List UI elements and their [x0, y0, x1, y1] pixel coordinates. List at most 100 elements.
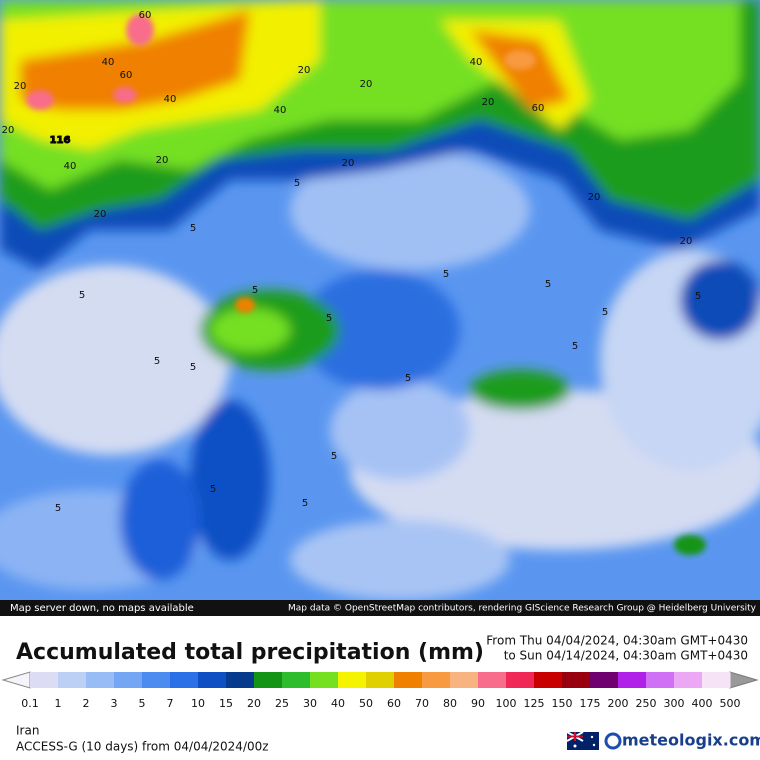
scale-segment [590, 672, 619, 688]
scale-label: 0.1 [21, 697, 39, 710]
scale-segment [338, 672, 367, 688]
brand[interactable]: meteologix.com [622, 731, 760, 750]
scale-label: 500 [720, 697, 741, 710]
scale-label: 250 [636, 697, 657, 710]
scale-label: 150 [552, 697, 573, 710]
brand-logo [604, 732, 622, 750]
scale-segment [422, 672, 451, 688]
scale-label: 3 [111, 697, 118, 710]
region: Iran [16, 724, 39, 738]
scale-segment [282, 672, 311, 688]
scale-label: 90 [471, 697, 485, 710]
contour-label: 20 [342, 158, 355, 169]
scale-segment [394, 672, 423, 688]
scale-label: 100 [496, 697, 517, 710]
contour-label: 5 [210, 484, 216, 495]
contour-label: 60 [139, 10, 152, 21]
contour-label: 40 [64, 161, 77, 172]
contour-label: 20 [156, 155, 169, 166]
contour-label: 40 [164, 94, 177, 105]
contour-label: 5 [302, 498, 308, 509]
contour-label: 5 [405, 373, 411, 384]
contour-label: 20 [2, 125, 15, 136]
contour-label: 116 [50, 135, 71, 146]
contour-label: 5 [545, 279, 551, 290]
scale-label: 400 [692, 697, 713, 710]
period-from: From Thu 04/04/2024, 04:30am GMT+0430 [486, 634, 748, 648]
scale-label: 30 [303, 697, 317, 710]
contour-label: 5 [294, 178, 300, 189]
contour-label: 5 [602, 307, 608, 318]
scale-label: 60 [387, 697, 401, 710]
scale-segment [58, 672, 87, 688]
contour-label: 5 [326, 313, 332, 324]
scale-label: 125 [524, 697, 545, 710]
contour-label: 20 [680, 236, 693, 247]
contour-label: 20 [14, 81, 27, 92]
scale-label: 5 [139, 697, 146, 710]
scale-segment [450, 672, 479, 688]
scale-segment [702, 672, 731, 688]
scale-segment [142, 672, 171, 688]
contour-label: 5 [154, 356, 160, 367]
contour-label: 5 [572, 341, 578, 352]
precipitation-map [0, 0, 760, 600]
contour-label: 5 [55, 503, 61, 514]
scale-label: 70 [415, 697, 429, 710]
scale-segment [254, 672, 283, 688]
contour-label: 5 [79, 290, 85, 301]
scale-segment [86, 672, 115, 688]
title: Accumulated total precipitation (mm) [16, 640, 484, 665]
scale-segment [618, 672, 647, 688]
contour-label: 60 [120, 70, 133, 81]
scale-segment [310, 672, 339, 688]
scale-segment [366, 672, 395, 688]
contour-label: 40 [274, 105, 287, 116]
scale-label: 40 [331, 697, 345, 710]
model-run: ACCESS-G (10 days) from 04/04/2024/00z [16, 740, 269, 754]
scale-label: 1 [55, 697, 62, 710]
flag [566, 731, 599, 750]
scale-label: 175 [580, 697, 601, 710]
scale-segment [30, 672, 59, 688]
scale-label: 20 [247, 697, 261, 710]
contour-label: 20 [94, 209, 107, 220]
scale-segment [170, 672, 199, 688]
scale-segment [114, 672, 143, 688]
scale-segment [562, 672, 591, 688]
scale-label: 25 [275, 697, 289, 710]
contour-label: 20 [298, 65, 311, 76]
scale-label: 15 [219, 697, 233, 710]
scale-label: 50 [359, 697, 373, 710]
scale-segment [674, 672, 703, 688]
contour-label: 5 [443, 269, 449, 280]
contour-label: 20 [482, 97, 495, 108]
map-status-bar [0, 600, 760, 616]
scale-low-arrow [1, 671, 31, 689]
contour-label: 20 [360, 79, 373, 90]
contour-label: 60 [532, 103, 545, 114]
contour-label: 20 [588, 192, 601, 203]
contour-label: 5 [695, 291, 701, 302]
period-to: to Sun 04/14/2024, 04:30am GMT+0430 [504, 649, 748, 663]
scale-segment [478, 672, 507, 688]
color-scale: 0.1 1 2 3 5 7 10 15 20 25 30 40 50 60 70 80 90 100 125 150 1… [1, 671, 759, 710]
scale-label: 300 [664, 697, 685, 710]
scale-segment [506, 672, 535, 688]
contour-label: 5 [331, 451, 337, 462]
scale-label: 2 [83, 697, 90, 710]
contour-label: 40 [470, 57, 483, 68]
scale-high-arrow [729, 671, 759, 689]
scale-segment [534, 672, 563, 688]
scale-segment [646, 672, 675, 688]
scale-segment [198, 672, 227, 688]
scale-segment [226, 672, 255, 688]
contour-labels: 116 60 40 60 40 20 20 40 20 20 20 20 40 20 60 40 20 20 20 5… [2, 10, 702, 514]
scale-label: 10 [191, 697, 205, 710]
contour-label: 5 [252, 285, 258, 296]
map-attribution: Map data © OpenStreetMap contributors, r… [288, 604, 757, 614]
map-notice: Map server down, no maps available [10, 603, 194, 614]
contour-label: 40 [102, 57, 115, 68]
scale-label: 7 [167, 697, 174, 710]
